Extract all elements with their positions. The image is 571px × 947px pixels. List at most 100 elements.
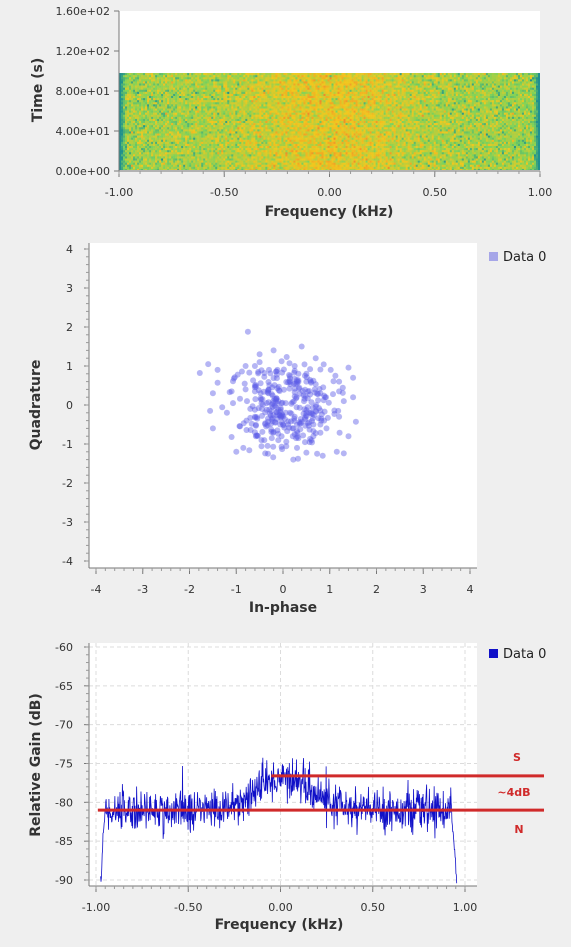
waterfall-cell (155, 98, 158, 101)
waterfall-cell (453, 81, 457, 84)
waterfall-cell (281, 75, 284, 78)
waterfall-cell (407, 108, 410, 111)
waterfall-cell (401, 79, 404, 82)
waterfall-cell (205, 110, 208, 113)
waterfall-cell (179, 83, 182, 86)
waterfall-cell (215, 93, 218, 97)
waterfall-cell (203, 96, 206, 99)
waterfall-cell (199, 110, 202, 113)
waterfall-cell (349, 75, 352, 78)
waterfall-cell (277, 116, 280, 120)
waterfall-cell (225, 116, 228, 120)
waterfall-cell (435, 81, 439, 84)
waterfall-cell (377, 73, 380, 76)
waterfall-cell (257, 85, 260, 88)
waterfall-cell (475, 96, 479, 99)
waterfall-cell (135, 112, 138, 116)
waterfall-cell (383, 96, 386, 99)
waterfall-cell (259, 96, 262, 99)
waterfall-cell (273, 96, 276, 99)
waterfall-cell (159, 96, 162, 99)
waterfall-cell (297, 108, 300, 111)
waterfall-cell (229, 104, 232, 107)
waterfall-cell (161, 79, 164, 82)
waterfall-cell (421, 96, 425, 99)
waterfall-cell (421, 114, 425, 118)
waterfall-cell (401, 89, 404, 93)
waterfall-cell (457, 73, 461, 76)
waterfall-cell (345, 110, 348, 113)
waterfall-cell (397, 102, 400, 105)
waterfall-cell (379, 89, 382, 93)
waterfall-cell (527, 102, 531, 105)
waterfall-cell (469, 77, 473, 80)
waterfall-cell (287, 106, 290, 109)
waterfall-cell (495, 81, 499, 84)
waterfall-cell (305, 83, 308, 86)
waterfall-cell (303, 118, 306, 122)
waterfall-cell (343, 102, 346, 105)
waterfall-cell (249, 73, 252, 76)
waterfall-cell (421, 83, 425, 86)
waterfall-cell (319, 83, 322, 86)
waterfall-cell (415, 102, 418, 105)
waterfall-cell (259, 108, 262, 111)
waterfall-cell (471, 114, 475, 118)
waterfall-cell (413, 112, 416, 116)
waterfall-cell (191, 104, 194, 107)
waterfall-cell (157, 112, 160, 116)
waterfall-cell (457, 112, 461, 116)
waterfall-cell (355, 104, 358, 107)
waterfall-cell (455, 110, 459, 113)
waterfall-cell (525, 93, 529, 97)
waterfall-cell (359, 114, 362, 118)
waterfall-cell (375, 96, 378, 99)
waterfall-cell (409, 114, 412, 118)
waterfall-cell (323, 110, 326, 113)
waterfall-cell (321, 83, 324, 86)
waterfall-cell (149, 114, 152, 118)
waterfall-cell (279, 83, 282, 86)
waterfall-cell (189, 75, 192, 78)
waterfall-cell (301, 100, 304, 103)
waterfall-cell (429, 100, 433, 103)
waterfall-cell (523, 75, 527, 78)
waterfall-cell (407, 112, 410, 116)
waterfall-cell (171, 98, 174, 101)
waterfall-cell (201, 81, 204, 84)
waterfall-cell (311, 104, 314, 107)
waterfall-cell (133, 104, 136, 107)
waterfall-cell (171, 81, 174, 84)
waterfall-cell (459, 79, 463, 82)
waterfall-cell (135, 93, 138, 97)
waterfall-cell (303, 83, 306, 86)
waterfall-cell (345, 87, 348, 91)
waterfall-cell (423, 85, 427, 88)
waterfall-cell (357, 91, 360, 95)
waterfall-cell (139, 85, 142, 88)
waterfall-cell (369, 87, 372, 91)
waterfall-cell (469, 96, 473, 99)
waterfall-cell (367, 106, 370, 109)
waterfall-cell (319, 98, 322, 101)
waterfall-cell (475, 102, 479, 105)
waterfall-cell (501, 93, 505, 97)
waterfall-cell (199, 116, 202, 120)
waterfall-cell (407, 75, 410, 78)
waterfall-cell (415, 110, 418, 113)
waterfall-cell (183, 83, 186, 86)
waterfall-cell (305, 87, 308, 91)
waterfall-cell (223, 83, 226, 86)
waterfall-cell (413, 100, 416, 103)
waterfall-cell (527, 75, 531, 78)
waterfall-cell (199, 85, 202, 88)
waterfall-cell (427, 110, 431, 113)
waterfall-cell (191, 85, 194, 88)
waterfall-cell (385, 114, 388, 118)
waterfall-cell (253, 100, 256, 103)
waterfall-cell (143, 73, 146, 76)
waterfall-cell (365, 112, 368, 116)
waterfall-cell (361, 83, 364, 86)
waterfall-cell (367, 77, 370, 80)
waterfall-cell (383, 91, 386, 95)
